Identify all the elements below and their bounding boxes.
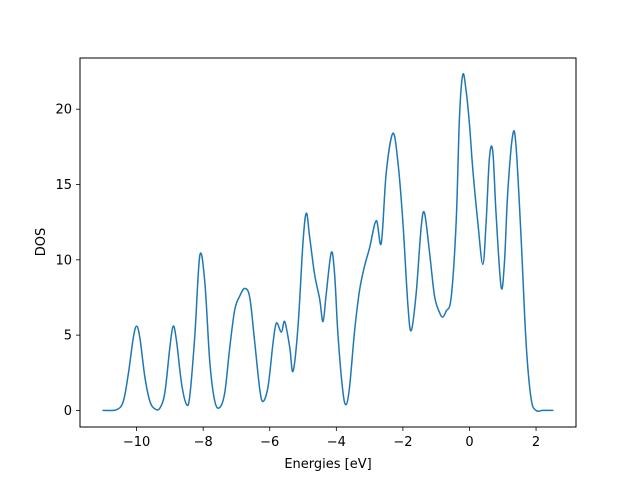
axes-frame [79, 57, 577, 428]
y-tick-label: 10 [55, 253, 72, 268]
y-axis: 0 5 10 15 20 [55, 103, 80, 419]
x-tick-label: −2 [393, 435, 412, 450]
x-tick-label: −10 [123, 435, 150, 450]
x-axis-label: Energies [eV] [284, 457, 371, 472]
x-tick-label: −8 [194, 435, 213, 450]
y-tick-label: 15 [55, 178, 72, 193]
x-axis: −10 −8 −6 −4 −2 0 2 [123, 427, 540, 450]
y-tick-label: 0 [64, 404, 72, 419]
dos-curve [102, 72, 554, 413]
x-tick-label: 2 [532, 435, 540, 450]
y-tick-label: 20 [55, 103, 72, 118]
y-tick-label: 5 [64, 329, 72, 344]
x-tick-label: −6 [260, 435, 279, 450]
x-tick-label: −4 [327, 435, 346, 450]
y-axis-label: DOS [34, 228, 49, 257]
x-tick-label: 0 [465, 435, 473, 450]
plot-area [102, 72, 554, 413]
